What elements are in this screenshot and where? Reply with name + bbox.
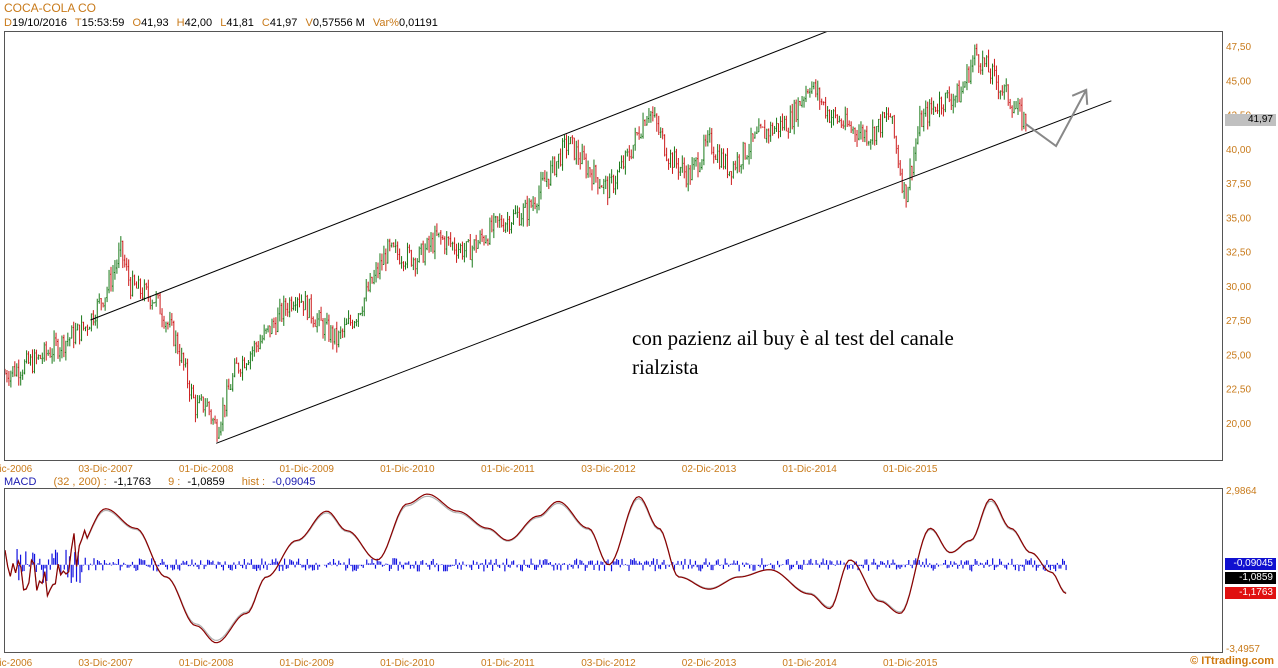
macd-x-tick-label: 01-Dic-2010 bbox=[380, 658, 435, 668]
macd-x-tick-label: 03-Dic-2007 bbox=[78, 658, 133, 668]
macd-x-tick-label: 01-Dic-2011 bbox=[481, 658, 535, 668]
annotation-line-2: rialzista bbox=[632, 355, 699, 379]
date-label: D bbox=[4, 17, 12, 29]
time-label: T bbox=[74, 17, 82, 29]
macd-name: MACD bbox=[4, 476, 37, 488]
macd-x-tick-label: 02-Dic-2013 bbox=[682, 658, 737, 668]
y-tick-label: 40,00 bbox=[1226, 145, 1251, 156]
macd-axis-bottom: -3,4957 bbox=[1226, 644, 1260, 655]
y-tick-label: 37,50 bbox=[1226, 179, 1251, 190]
price-chart[interactable]: 47,5045,0042,5040,0037,5035,0032,5030,00… bbox=[0, 0, 1278, 476]
macd-chart-panel[interactable] bbox=[4, 488, 1223, 653]
channel-line-upper bbox=[90, 32, 828, 321]
y-tick-label: 35,00 bbox=[1226, 213, 1251, 224]
macd-x-tick-label: 01-Dic-2009 bbox=[279, 658, 334, 668]
y-tick-label: 30,00 bbox=[1226, 282, 1251, 293]
y-tick-label: 27,50 bbox=[1226, 316, 1251, 327]
macd-signal-label: 9 : bbox=[168, 476, 181, 488]
y-tick-label: 20,00 bbox=[1226, 419, 1251, 430]
varpct-label: Var% bbox=[372, 17, 399, 29]
y-tick-label: 32,50 bbox=[1226, 248, 1251, 259]
x-tick-label: 01-Dic-2008 bbox=[179, 464, 234, 475]
macd-axis-top: 2,9864 bbox=[1226, 486, 1257, 497]
price-plot-area bbox=[5, 32, 1112, 444]
macd-hist-value: -0,09045 bbox=[272, 476, 316, 488]
annotation-line-1: con pazienz ail buy è al test del canale bbox=[632, 326, 954, 350]
x-tick-label: 03-Dic-2012 bbox=[581, 464, 636, 475]
macd-line-badge: -1,1763 bbox=[1225, 587, 1276, 599]
x-tick-label: 03-Dic-2007 bbox=[78, 464, 133, 475]
macd-hist-badge: -0,09045 bbox=[1225, 558, 1276, 570]
x-tick-label: 01-Dic-2009 bbox=[279, 464, 334, 475]
volume-value: 0,57556 M bbox=[312, 17, 365, 29]
open-value: 41,93 bbox=[141, 17, 169, 29]
macd-x-tick-label: 03-Dic-2012 bbox=[581, 658, 636, 668]
varpct-value: 0,01191 bbox=[398, 17, 438, 29]
channel-line-lower bbox=[216, 100, 1112, 444]
open-label: O bbox=[132, 17, 142, 29]
close-label: C bbox=[261, 17, 270, 29]
projection-arrow bbox=[1025, 89, 1088, 148]
time-value: 15:53:59 bbox=[81, 17, 125, 29]
y-tick-label: 25,00 bbox=[1226, 350, 1251, 361]
macd-signal-badge: -1,0859 bbox=[1225, 572, 1276, 584]
date-value: 19/10/2016 bbox=[11, 17, 68, 29]
macd-x-tick-label: 01-Dic-2006 bbox=[0, 658, 33, 668]
low-label: L bbox=[220, 17, 227, 29]
y-tick-label: 45,00 bbox=[1226, 76, 1251, 87]
symbol-title: COCA-COLA CO bbox=[4, 1, 97, 15]
footer-brand[interactable]: © ITtrading.com bbox=[1190, 655, 1274, 667]
high-value: 42,00 bbox=[184, 17, 213, 29]
y-tick-label: 22,50 bbox=[1226, 385, 1251, 396]
close-value: 41,97 bbox=[269, 17, 298, 29]
macd-params: (32 , 200) : bbox=[53, 476, 107, 488]
quote-info-bar: D19/10/2016 T15:53:59 O41,93 H42,00 L41,… bbox=[4, 17, 443, 29]
x-tick-label: 01-Dic-2015 bbox=[883, 464, 938, 475]
x-tick-label: 02-Dic-2013 bbox=[682, 464, 737, 475]
macd-value: -1,1763 bbox=[113, 476, 152, 488]
x-tick-label: 01-Dic-2006 bbox=[0, 464, 33, 475]
x-tick-label: 01-Dic-2010 bbox=[380, 464, 435, 475]
macd-info-bar: MACD (32 , 200) : -1,1763 9 : -1,0859 hi… bbox=[4, 476, 316, 488]
macd-x-tick-label: 01-Dic-2008 bbox=[179, 658, 234, 668]
projection-arrow-head bbox=[1071, 88, 1089, 105]
last-price-badge: 41,97 bbox=[1225, 114, 1276, 126]
volume-label: V bbox=[305, 17, 313, 29]
macd-signal-value: -1,0859 bbox=[187, 476, 225, 488]
high-label: H bbox=[176, 17, 185, 29]
macd-hist-label: hist : bbox=[241, 476, 265, 488]
y-tick-label: 47,50 bbox=[1226, 42, 1251, 53]
low-value: 41,81 bbox=[226, 17, 254, 29]
macd-x-tick-label: 01-Dic-2014 bbox=[782, 658, 837, 668]
macd-x-tick-label: 01-Dic-2015 bbox=[883, 658, 938, 668]
x-tick-label: 01-Dic-2011 bbox=[481, 464, 535, 475]
x-tick-label: 01-Dic-2014 bbox=[782, 464, 837, 475]
